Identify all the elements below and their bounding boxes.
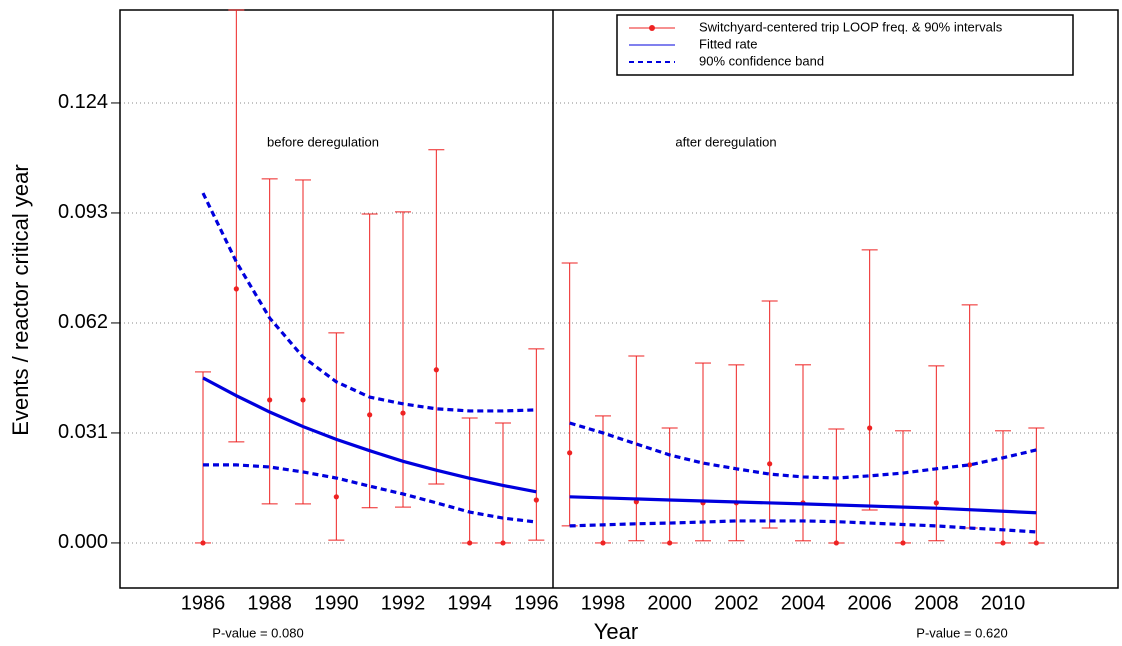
- point: [967, 462, 973, 468]
- y-tick-label: 0.031: [58, 421, 108, 443]
- plot-frame: [119, 9, 1119, 589]
- x-tick-label: 1996: [514, 592, 559, 614]
- confidence-band: [201, 192, 537, 413]
- point: [333, 494, 339, 500]
- legend-label: Switchyard-centered trip LOOP freq. & 90…: [699, 19, 1003, 34]
- point: [233, 286, 239, 292]
- x-tick-label: 1998: [581, 592, 626, 614]
- point: [467, 540, 473, 546]
- x-tick-label: 2000: [647, 592, 692, 614]
- y-axis-title: Events / reactor critical year: [8, 164, 33, 435]
- point: [567, 450, 573, 456]
- x-tick-label: 2004: [781, 592, 826, 614]
- point: [900, 540, 906, 546]
- point: [933, 500, 939, 506]
- point: [300, 397, 306, 403]
- x-tick-label: 1992: [381, 592, 426, 614]
- x-axis-title: Year: [594, 619, 638, 644]
- annotation: P-value = 0.080: [212, 625, 303, 640]
- annotation: P-value = 0.620: [916, 625, 1007, 640]
- y-tick-label: 0.062: [58, 311, 108, 333]
- y-tick-label: 0.124: [58, 91, 108, 113]
- point: [1033, 540, 1039, 546]
- legend-box: [616, 14, 1074, 76]
- point: [367, 412, 373, 418]
- point: [400, 410, 406, 416]
- annotation: before deregulation: [267, 134, 379, 149]
- point: [433, 367, 439, 373]
- confidence-band: [203, 463, 537, 524]
- y-tick-label: 0.000: [58, 531, 108, 553]
- point: [833, 540, 839, 546]
- point: [867, 425, 873, 431]
- legend-label: Fitted rate: [699, 36, 758, 51]
- x-tick-label: 1988: [247, 592, 292, 614]
- x-tick-label: 2006: [847, 592, 892, 614]
- fitted-line: [569, 495, 1037, 515]
- point: [267, 397, 273, 403]
- point: [600, 540, 606, 546]
- annotation: after deregulation: [675, 134, 776, 149]
- point: [500, 540, 506, 546]
- x-tick-label: 1986: [181, 592, 226, 614]
- y-tick-label: 0.093: [58, 201, 108, 223]
- x-tick-label: 2010: [981, 592, 1026, 614]
- confidence-band: [569, 519, 1037, 534]
- legend-label: 90% confidence band: [699, 53, 824, 68]
- confidence-band: [569, 421, 1037, 480]
- legend-swatch: [649, 25, 655, 31]
- x-tick-label: 1990: [314, 592, 359, 614]
- point: [767, 461, 773, 467]
- point: [533, 497, 539, 503]
- point: [667, 540, 673, 546]
- x-tick-label: 2008: [914, 592, 959, 614]
- point: [200, 540, 206, 546]
- fitted-line: [202, 376, 537, 494]
- point: [1000, 540, 1006, 546]
- x-tick-label: 2002: [714, 592, 759, 614]
- x-tick-label: 1994: [447, 592, 492, 614]
